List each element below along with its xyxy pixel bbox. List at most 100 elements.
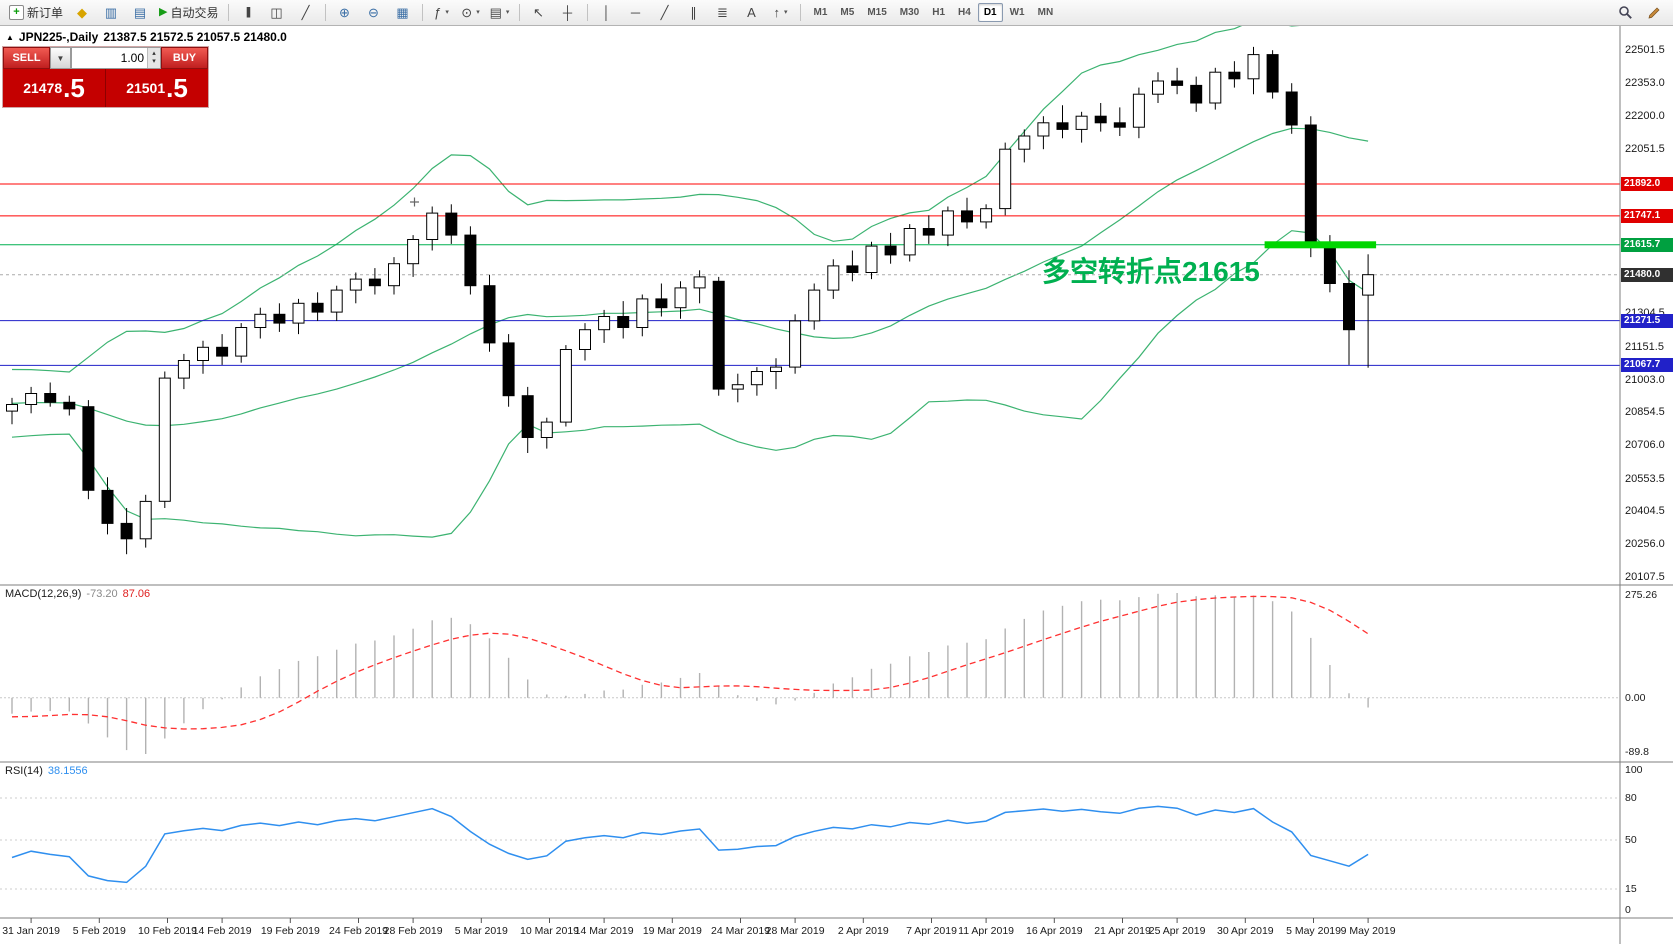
macd-label: MACD(12,26,9) -73.20 87.06 — [5, 588, 150, 600]
buy-price[interactable]: 21501 .5 — [106, 69, 208, 107]
price-tag: 21480.0 — [1621, 267, 1673, 282]
timeframe-m1[interactable]: M1 — [813, 7, 828, 18]
rsi-axis-label: 100 — [1625, 763, 1643, 776]
price-tag: 21615.7 — [1621, 237, 1673, 252]
price-axis-label: 20256.0 — [1625, 538, 1665, 551]
cursor-icon[interactable]: ↖ — [533, 5, 544, 20]
date-label: 28 Mar 2019 — [765, 925, 825, 937]
price-axis-label: 22501.5 — [1625, 43, 1665, 56]
rsi-label: RSI(14) 38.1556 — [5, 765, 88, 777]
price-axis-label: 22051.5 — [1625, 142, 1665, 155]
macd-axis-label: 0.00 — [1625, 691, 1646, 704]
auto-trading-label: 自动交易 — [170, 6, 219, 20]
price-tag: 21271.5 — [1621, 313, 1673, 328]
toolbar-separator — [799, 4, 801, 21]
vertical-line-icon[interactable]: │ — [602, 5, 611, 20]
volume-dropdown[interactable]: ▼ — [50, 47, 71, 69]
price-axis-label: 22200.0 — [1625, 110, 1665, 123]
date-label: 5 Mar 2019 — [454, 925, 508, 937]
price-axis-label: 20706.0 — [1625, 439, 1665, 452]
one-click-toggle-icon[interactable]: ▲ — [6, 32, 14, 42]
periods-button[interactable]: ⊙ ▾ — [461, 5, 480, 20]
sell-button[interactable]: SELL — [3, 47, 50, 69]
text-icon[interactable]: A — [747, 5, 756, 20]
new-chart-icon[interactable]: ▥ — [104, 5, 118, 20]
price-axis-label: 21151.5 — [1625, 340, 1664, 353]
edit-icon[interactable] — [1640, 2, 1668, 24]
crosshair-icon[interactable]: ┼ — [562, 5, 573, 20]
ohlc-readout: 21387.5 21572.5 21057.5 21480.0 — [103, 30, 287, 44]
date-label: 21 Apr 2019 — [1094, 925, 1151, 937]
toolbar: + 新订单 ◆ ▥ ▤ ▶ 自动交易 ||| ◫ ╱ ⊕ ⊖ ▦ ƒ ▾ ⊙ ▾ ▤… — [0, 0, 1673, 26]
sell-price[interactable]: 21478 .5 — [3, 69, 106, 107]
price-tag: 21067.7 — [1621, 358, 1673, 373]
date-label: 19 Mar 2019 — [642, 925, 702, 937]
macd-axis-label: -89.8 — [1625, 746, 1649, 758]
price-axis-label: 20107.5 — [1625, 570, 1665, 583]
timeframe-h1[interactable]: H1 — [932, 7, 946, 18]
volume-down-icon[interactable]: ▾ — [152, 58, 156, 65]
search-icon[interactable] — [1611, 2, 1639, 24]
timeframe-d1[interactable]: D1 — [977, 3, 1003, 22]
profiles-icon[interactable]: ▤ — [133, 5, 147, 20]
zoom-in-icon[interactable]: ⊕ — [339, 5, 350, 20]
timeframe-mn[interactable]: MN — [1037, 7, 1054, 18]
price-axis-label: 22353.0 — [1625, 76, 1665, 89]
tile-windows-icon[interactable]: ▦ — [396, 5, 409, 20]
arrows-icon[interactable]: ↑ ▾ — [773, 5, 788, 20]
timeframe-m5[interactable]: M5 — [840, 7, 855, 18]
chart-annotation: 多空转折点21615 — [1042, 256, 1260, 287]
line-chart-icon[interactable]: ╱ — [301, 5, 310, 20]
time-axis[interactable] — [0, 918, 1620, 948]
date-label: 9 May 2019 — [1340, 925, 1396, 937]
toolbar-separator — [518, 4, 520, 21]
indicators-button[interactable]: ƒ ▾ — [434, 5, 449, 20]
date-label: 11 Apr 2019 — [958, 925, 1015, 937]
date-label: 24 Feb 2019 — [329, 925, 389, 937]
metaeditor-icon[interactable]: ◆ — [77, 5, 88, 20]
volume-up-icon[interactable]: ▴ — [152, 50, 156, 58]
candlestick-chart-icon[interactable]: ◫ — [270, 5, 283, 20]
bar-chart-icon[interactable]: ||| — [245, 6, 251, 18]
date-label: 2 Apr 2019 — [837, 925, 889, 937]
timeframe-m30[interactable]: M30 — [899, 7, 920, 18]
horizontal-line-icon[interactable]: ─ — [630, 5, 641, 20]
price-axis-label: 20553.5 — [1625, 472, 1665, 485]
timeframe-m15[interactable]: M15 — [867, 7, 887, 18]
price-axis[interactable] — [1620, 26, 1673, 918]
new-order-button[interactable]: + 新订单 — [5, 2, 67, 24]
macd-axis-label: 275.26 — [1625, 589, 1658, 601]
volume-input[interactable] — [72, 48, 147, 68]
rsi-axis-label: 50 — [1625, 833, 1637, 846]
timeframe-w1[interactable]: W1 — [1009, 7, 1025, 18]
zoom-out-icon[interactable]: ⊖ — [368, 5, 379, 20]
date-label: 14 Mar 2019 — [574, 925, 634, 937]
buy-price-large: .5 — [166, 73, 188, 103]
chart-title: ▲ JPN225-,Daily 21387.5 21572.5 21057.5 … — [6, 30, 287, 44]
date-label: 7 Apr 2019 — [906, 925, 957, 937]
trade-prices-row: 21478 .5 21501 .5 — [3, 69, 208, 107]
volume-spinner: ▴ ▾ — [147, 48, 160, 68]
new-order-icon: + — [9, 5, 24, 20]
date-label: 24 Mar 2019 — [711, 925, 771, 937]
trendline-icon[interactable]: ╱ — [660, 5, 669, 20]
price-tag: 21747.1 — [1621, 208, 1673, 223]
channel-icon[interactable]: ∥ — [690, 5, 697, 20]
toolbar-separator — [227, 4, 229, 21]
templates-button[interactable]: ▤ ▾ — [489, 5, 510, 20]
fibonacci-icon[interactable]: ≣ — [717, 5, 728, 20]
date-label: 16 Apr 2019 — [1025, 925, 1083, 937]
price-axis-label: 20854.5 — [1625, 406, 1665, 419]
rsi-axis-label: 15 — [1625, 882, 1637, 895]
timeframe-h4[interactable]: H4 — [958, 7, 971, 18]
rsi-axis-label: 80 — [1625, 791, 1637, 804]
date-label: 28 Feb 2019 — [383, 925, 443, 937]
buy-button[interactable]: BUY — [161, 47, 208, 69]
date-label: 5 Feb 2019 — [72, 925, 126, 937]
sell-price-large: .5 — [63, 73, 85, 103]
date-label: 5 May 2019 — [1286, 925, 1341, 937]
date-label: 31 Jan 2019 — [2, 925, 61, 937]
auto-trading-button[interactable]: ▶ 自动交易 — [155, 2, 222, 24]
